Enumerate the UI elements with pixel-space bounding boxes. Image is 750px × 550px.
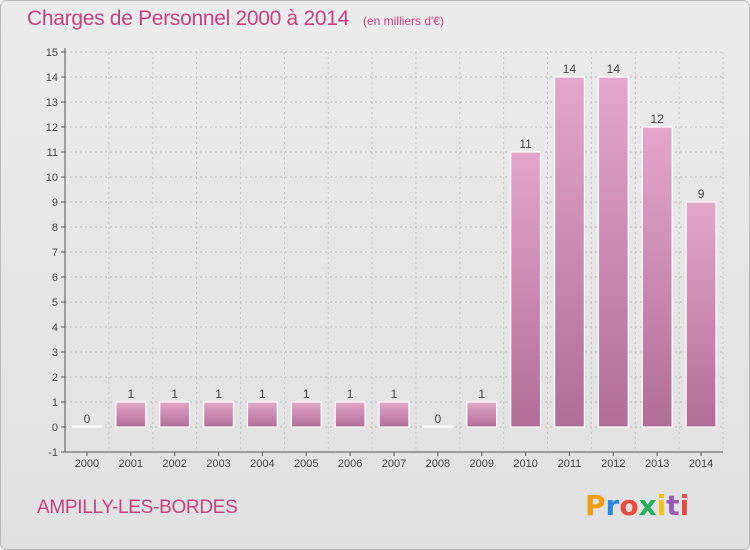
y-tick-label: -1: [48, 447, 58, 459]
y-tick-label: 12: [46, 122, 58, 134]
proxiti-logo: Proxiti: [585, 489, 689, 522]
y-tick-label: 7: [52, 247, 58, 259]
y-tick-label: 9: [52, 197, 58, 209]
y-tick-label: 8: [52, 222, 58, 234]
y-tick-label: 10: [46, 172, 58, 184]
x-tick-label: 2011: [558, 458, 582, 470]
bar-2011: [553, 76, 585, 428]
y-tick-label: 2: [52, 372, 58, 384]
x-tick-label: 2009: [469, 458, 493, 470]
bar-2007: [378, 401, 410, 428]
data-label: 14: [607, 62, 621, 76]
bar-2003: [203, 401, 235, 428]
bar-2006: [334, 401, 366, 428]
x-tick-label: 2007: [382, 458, 406, 470]
commune-name: AMPILLY-LES-BORDES: [37, 497, 238, 518]
data-label: 1: [391, 387, 398, 401]
bar-2000: [71, 425, 103, 428]
data-label: 14: [563, 62, 577, 76]
y-tick-label: 0: [52, 422, 58, 434]
x-tick-label: 2013: [645, 458, 669, 470]
x-tick-label: 2006: [338, 458, 362, 470]
data-label: 1: [215, 387, 222, 401]
bar-2005: [290, 401, 322, 428]
y-tick-label: 11: [47, 147, 58, 159]
bar-2012: [597, 76, 629, 428]
data-label: 1: [347, 387, 354, 401]
data-label: 1: [127, 387, 134, 401]
x-tick-label: 2010: [513, 458, 537, 470]
chart-title-block: Charges de Personnel 2000 à 2014 (en mill…: [27, 7, 444, 31]
data-label: 0: [435, 412, 442, 426]
data-label: 1: [478, 387, 485, 401]
logo-letter: x: [638, 489, 657, 522]
data-label: 12: [651, 112, 665, 126]
y-tick-label: 4: [52, 322, 58, 334]
bars: [71, 76, 717, 428]
y-tick-label: 15: [46, 47, 58, 59]
x-tick-label: 2014: [689, 458, 713, 470]
y-tick-label: 5: [52, 297, 58, 309]
logo-letter: t: [666, 489, 680, 522]
data-label: 1: [259, 387, 266, 401]
x-tick-label: 2012: [601, 458, 625, 470]
data-label: 9: [698, 187, 705, 201]
data-label: 11: [519, 137, 532, 151]
chart-title: Charges de Personnel 2000 à 2014: [27, 7, 349, 30]
x-tick-label: 2003: [206, 458, 230, 470]
axes: [61, 48, 723, 456]
logo-letter: i: [656, 489, 667, 522]
logo-letter: P: [585, 489, 606, 522]
bar-2008: [422, 425, 454, 428]
y-tick-label: 14: [46, 72, 58, 84]
x-tick-label: 2005: [294, 458, 318, 470]
bar-2004: [246, 401, 278, 428]
x-tick-label: 2008: [426, 458, 450, 470]
logo-letter: o: [619, 489, 639, 522]
data-label: 1: [171, 387, 178, 401]
bar-2010: [510, 151, 542, 428]
bar-2001: [115, 401, 147, 428]
x-tick-label: 2001: [119, 458, 143, 470]
data-label: 1: [303, 387, 310, 401]
y-tick-label: 13: [46, 97, 58, 109]
chart-subtitle: (en milliers d'€): [362, 14, 444, 28]
x-tick-label: 2004: [250, 458, 274, 470]
grid-lines: [64, 51, 724, 453]
y-tick-label: 1: [52, 397, 58, 409]
logo-letter: r: [605, 489, 620, 522]
data-label: 0: [84, 412, 91, 426]
y-tick-label: 3: [52, 347, 58, 359]
bar-2013: [641, 126, 673, 428]
bar-2014: [685, 201, 717, 428]
y-tick-label: 6: [52, 272, 58, 284]
x-tick-label: 2002: [162, 458, 186, 470]
labels: -101234567891011121314152000020011200212…: [46, 47, 714, 470]
x-tick-label: 2000: [75, 458, 99, 470]
bar-2002: [159, 401, 191, 428]
logo-letter: i: [679, 489, 690, 522]
bar-2009: [466, 401, 498, 428]
